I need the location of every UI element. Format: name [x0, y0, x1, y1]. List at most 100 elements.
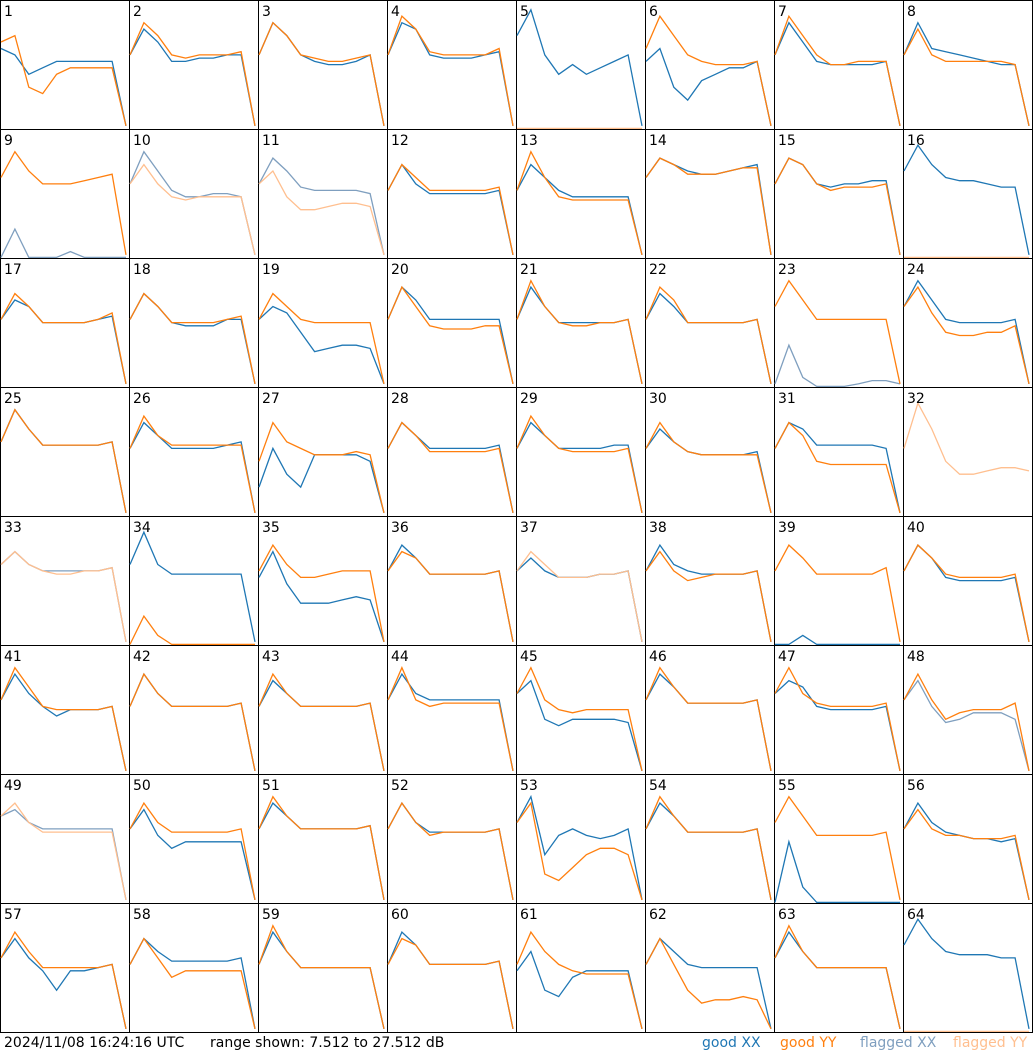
panel-title: 20: [391, 262, 409, 278]
panel-title: 41: [4, 649, 22, 665]
series-line: [129, 614, 255, 646]
series-line: [258, 924, 385, 1030]
series-line: [516, 930, 643, 1030]
panel-title: 59: [262, 907, 280, 923]
panel-title: 58: [133, 907, 151, 923]
legend-entry: flagged YY: [953, 1035, 1028, 1051]
series-line: [645, 157, 772, 256]
panel-title: 24: [907, 262, 925, 278]
series-line: [903, 143, 1030, 256]
panel-title: 30: [649, 391, 667, 407]
panel-title: 29: [520, 391, 538, 407]
panel-title: 27: [262, 391, 280, 407]
series-line: [645, 421, 772, 514]
series-line: [645, 666, 772, 772]
series-line: [387, 163, 514, 256]
series-line: [516, 150, 643, 256]
series-line: [387, 801, 514, 901]
legend-entry: flagged XX: [860, 1035, 937, 1051]
series-line: [0, 408, 127, 514]
panel-title: 36: [391, 520, 409, 536]
series-line: [129, 808, 256, 901]
series-line: [258, 157, 385, 256]
series-line: [129, 937, 256, 1030]
panel-title: 2: [133, 4, 142, 20]
panel-title: 6: [649, 4, 658, 20]
series-line: [0, 34, 127, 127]
series-line: [387, 421, 514, 514]
series-line: [516, 163, 643, 256]
series-line: [0, 666, 127, 772]
panel-title: 53: [520, 778, 538, 794]
series-line: [903, 401, 1030, 475]
series-line: [0, 292, 127, 385]
series-line: [903, 27, 1030, 127]
panel-title: 5: [520, 4, 529, 20]
series-line: [0, 802, 127, 901]
series-line: [258, 169, 385, 256]
series-line: [645, 795, 772, 901]
panel-title: 34: [133, 520, 151, 536]
panel-title: 49: [4, 778, 22, 794]
series-line: [775, 634, 900, 646]
panel-title: 64: [907, 907, 925, 923]
series-line: [903, 808, 1030, 901]
series-line: [387, 937, 514, 1030]
series-line: [258, 543, 385, 643]
series-line: [129, 672, 256, 772]
timestamp: 2024/11/08 16:24:16 UTC: [4, 1035, 184, 1051]
panel-title: 4: [391, 4, 400, 20]
series-line: [0, 150, 127, 256]
series-line: [258, 550, 385, 643]
series-line: [129, 414, 256, 514]
series-line: [129, 421, 256, 514]
series-line: [129, 292, 256, 385]
panel-title: 9: [4, 133, 13, 149]
series-line: [258, 795, 385, 901]
panel-title: 33: [4, 520, 22, 536]
series-line: [129, 21, 256, 127]
series-line: [774, 279, 901, 385]
series-line: [516, 794, 643, 901]
series-line: [258, 421, 385, 514]
panel-title: 10: [133, 133, 151, 149]
series-line: [0, 930, 127, 1030]
panel-title: 1: [4, 4, 13, 20]
panel-title: 42: [133, 649, 151, 665]
series-line: [774, 924, 901, 1030]
series-line: [516, 666, 643, 772]
series-line: [0, 47, 127, 127]
series-line: [258, 672, 385, 772]
series-line: [903, 917, 1030, 1030]
series-line: [903, 679, 1030, 772]
panel-title: 63: [778, 907, 796, 923]
series-line: [645, 285, 772, 385]
series-line: [258, 305, 385, 385]
panel-title: 13: [520, 133, 538, 149]
series-line: [516, 801, 643, 901]
panel-title: 43: [262, 649, 280, 665]
panel-title: 62: [649, 907, 667, 923]
panel-title: 14: [649, 133, 667, 149]
series-line: [387, 163, 514, 256]
panel-title: 32: [907, 391, 925, 407]
series-line: [516, 8, 643, 127]
series-line: [516, 279, 643, 385]
series-line: [645, 14, 772, 127]
panel-title: 18: [133, 262, 151, 278]
panel-title: 12: [391, 133, 409, 149]
panel-title: 46: [649, 649, 667, 665]
series-line: [645, 550, 772, 643]
range-label: range shown: 7.512 to 27.512 dB: [210, 1035, 444, 1051]
panel-title: 28: [391, 391, 409, 407]
panel-title: 52: [391, 778, 409, 794]
panel-title: 23: [778, 262, 796, 278]
series-line: [774, 14, 901, 127]
panel-title: 15: [778, 133, 796, 149]
series-line: [645, 937, 772, 1030]
panel-title: 50: [133, 778, 151, 794]
panel-title: 11: [262, 133, 280, 149]
series-line: [387, 15, 514, 127]
panel-title: 47: [778, 649, 796, 665]
